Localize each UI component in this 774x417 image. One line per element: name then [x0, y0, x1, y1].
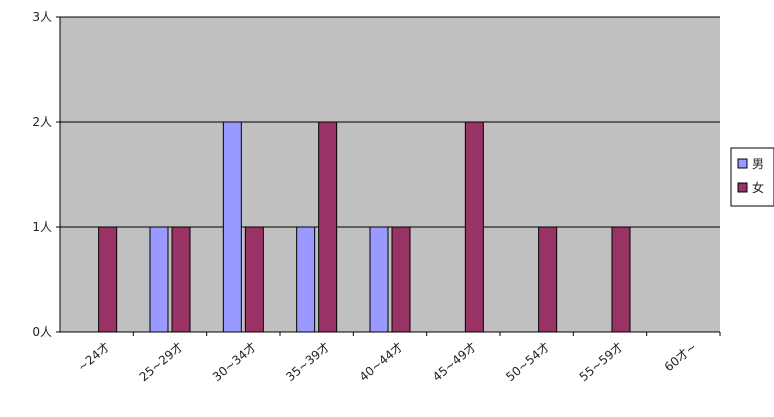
bar-female — [391, 226, 411, 333]
bar-female — [171, 226, 191, 333]
x-tick-label: 35~39才 — [283, 340, 332, 385]
x-tick-label: 40~44才 — [357, 340, 406, 385]
legend-label-male: 男 — [752, 157, 764, 171]
x-tick-label: 45~49才 — [430, 340, 479, 385]
gridlines — [60, 16, 720, 228]
x-axis-ticks: ~24才 25~29才 30~34才 35~39才 40~44才 45~49才 50~54才… — [75, 332, 721, 385]
legend-label-female: 女 — [752, 180, 764, 195]
x-tick-label: 55~59才 — [577, 340, 626, 385]
bar-female — [464, 121, 484, 333]
bar-female — [98, 226, 118, 333]
bar-male — [369, 226, 389, 333]
bars — [98, 121, 631, 333]
legend-swatch-female — [737, 182, 748, 193]
y-axis-ticks: 0人 1人 2人 3人 — [32, 10, 60, 339]
legend: 男 女 — [730, 147, 774, 207]
x-tick-label: 60才~ — [662, 340, 700, 375]
y-tick-label: 1人 — [32, 220, 52, 234]
x-tick-label: 25~29才 — [137, 340, 186, 385]
bar-male — [149, 226, 169, 333]
bar-female — [318, 121, 338, 333]
y-tick-label: 0人 — [32, 325, 52, 339]
legend-box — [730, 147, 774, 207]
bar-female — [611, 226, 631, 333]
x-tick-label: 30~34才 — [210, 340, 259, 385]
bar-male — [222, 121, 242, 333]
bar-male — [296, 226, 316, 333]
x-tick-label: 50~54才 — [503, 340, 552, 385]
bar-female — [538, 226, 558, 333]
y-tick-label: 3人 — [32, 10, 52, 24]
x-tick-label: ~24才 — [75, 340, 113, 375]
legend-swatch-male — [737, 158, 748, 169]
bar-female — [244, 226, 264, 333]
y-tick-label: 2人 — [32, 115, 52, 129]
plot-area — [60, 17, 720, 332]
